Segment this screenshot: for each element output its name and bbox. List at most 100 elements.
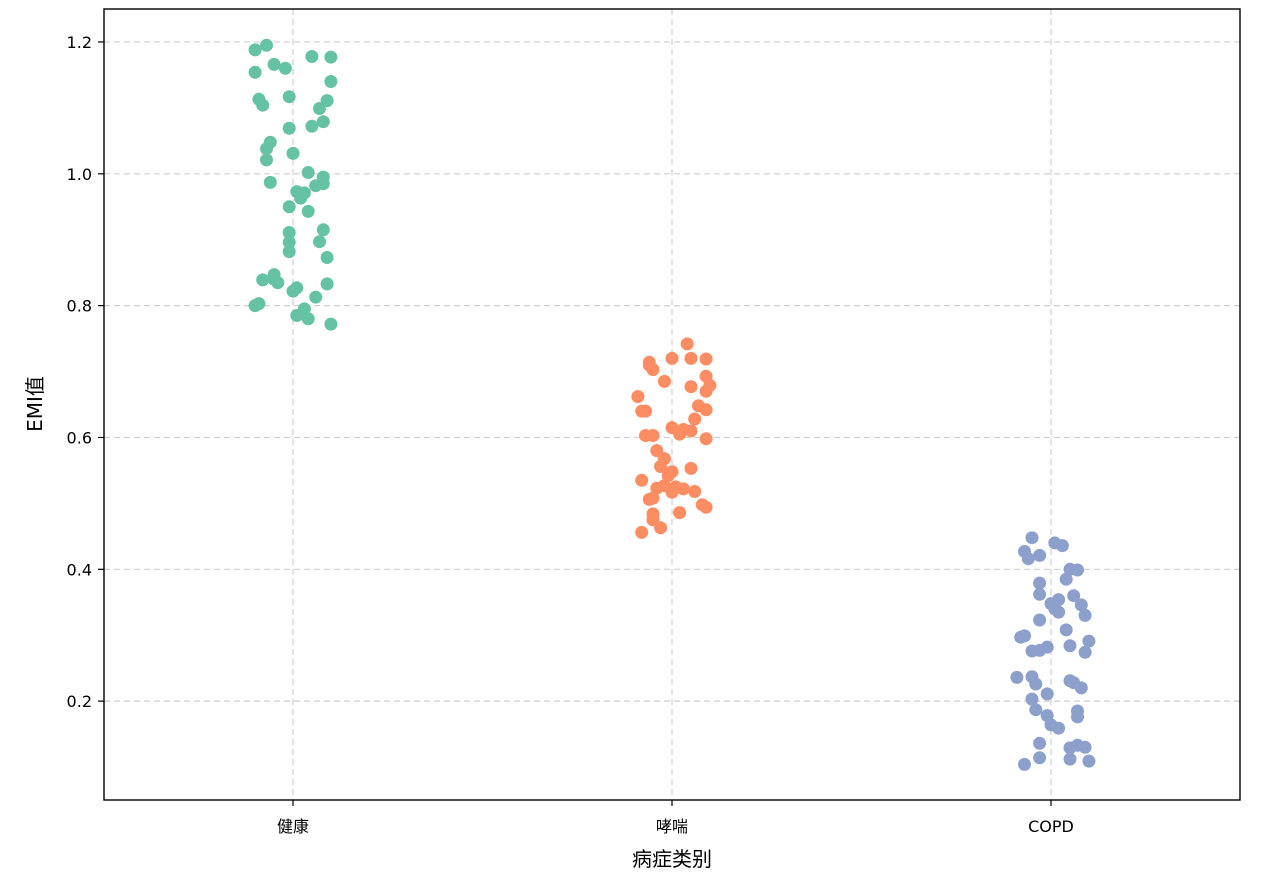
data-point [1033,587,1047,601]
data-point [676,482,690,496]
x-tick-label: COPD [1028,817,1074,836]
data-point [1055,539,1069,553]
data-point [320,251,334,264]
data-point [256,273,270,287]
data-point [248,65,262,79]
data-point [699,384,713,398]
data-point [316,223,330,237]
data-point [260,38,273,52]
data-point [657,374,671,388]
data-point [286,284,300,298]
data-point [301,204,315,218]
data-point [1082,634,1096,648]
x-axis-label: 病症类别 [632,847,712,871]
data-point [642,492,656,506]
data-point [684,461,698,475]
y-tick-label: 1.0 [67,165,92,184]
data-point [1033,736,1047,750]
data-point [1078,608,1092,622]
data-point [1025,644,1039,658]
data-point [320,277,334,291]
data-point [260,153,273,167]
data-point [309,290,323,304]
data-point [1063,741,1077,755]
data-point [673,506,687,520]
data-point [1052,721,1066,735]
data-point [639,404,652,418]
data-point [699,352,713,366]
data-point [1063,639,1077,653]
data-point [1018,757,1031,771]
data-point [1071,710,1084,724]
data-point [324,50,338,64]
data-point [1033,548,1047,562]
data-point [282,226,296,239]
data-point [646,429,660,442]
data-point [309,179,323,193]
data-point [684,380,698,394]
data-point [650,481,664,495]
data-point [1059,623,1073,637]
data-point [680,337,694,351]
data-point [313,235,326,249]
data-point [688,412,702,426]
y-tick-label: 0.6 [67,428,92,447]
data-point [316,115,330,129]
data-point [699,403,713,417]
data-point [684,424,698,438]
x-tick-label: 哮喘 [656,817,688,836]
data-point [248,299,262,313]
data-point [1082,754,1096,768]
data-point [661,469,675,483]
data-point [313,102,326,115]
data-point [1078,645,1092,659]
data-point [684,351,698,365]
data-point [699,432,713,446]
data-point [282,200,296,214]
data-point [278,61,292,75]
y-tick-label: 0.8 [67,297,92,316]
data-point [1071,563,1084,577]
y-tick-label: 1.2 [67,33,92,52]
data-point [1033,751,1047,765]
x-axis: 健康 哮喘 COPD [277,800,1074,836]
data-point [635,473,649,487]
data-point [665,485,679,499]
data-point [282,90,296,104]
data-point [286,146,300,160]
data-point [1014,630,1028,644]
data-point [282,235,296,249]
data-point [1025,692,1039,706]
data-point [1074,598,1088,612]
data-point [290,309,304,322]
data-point [324,317,338,331]
x-tick-label: 健康 [277,817,309,836]
data-point [1010,670,1024,684]
data-point [646,363,660,377]
y-tick-label: 0.2 [67,692,92,711]
y-tick-label: 0.4 [67,560,92,579]
data-point [1021,552,1035,566]
data-point [635,525,649,539]
data-point [654,521,668,535]
grid [104,9,1240,800]
data-point [688,485,702,498]
data-point [305,50,319,63]
data-point [1029,703,1043,717]
data-point [1033,613,1047,627]
data-point [271,276,285,290]
data-point [1067,589,1081,603]
data-point [294,191,308,205]
data-point [301,312,315,326]
data-point [1074,681,1088,695]
data-point [260,142,273,156]
data-point [673,427,687,441]
data-point [1033,576,1047,590]
data-point [267,57,281,71]
data-point [282,121,296,135]
data-point [665,351,679,365]
data-point [1063,752,1077,766]
data-point [631,390,645,404]
data-point [248,43,262,57]
y-axis-label: EMI值 [23,376,47,432]
